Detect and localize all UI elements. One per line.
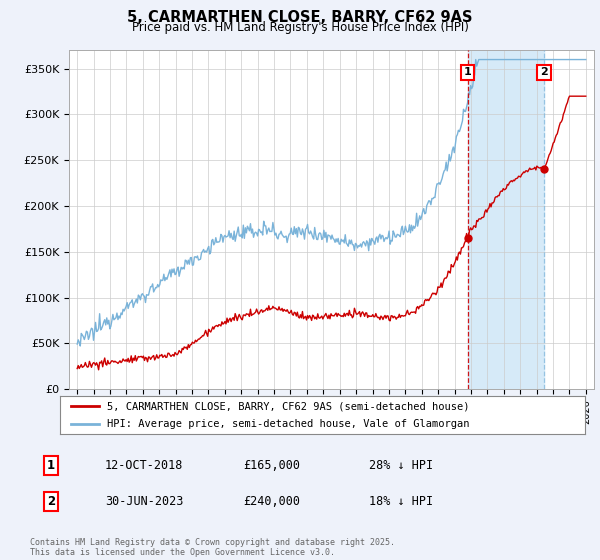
- Text: 30-JUN-2023: 30-JUN-2023: [105, 494, 184, 508]
- Text: 1: 1: [47, 459, 55, 473]
- Text: Contains HM Land Registry data © Crown copyright and database right 2025.
This d: Contains HM Land Registry data © Crown c…: [30, 538, 395, 557]
- Bar: [467, 50, 544, 389]
- Text: Price paid vs. HM Land Registry's House Price Index (HPI): Price paid vs. HM Land Registry's House …: [131, 21, 469, 34]
- Text: £165,000: £165,000: [243, 459, 300, 473]
- Text: £240,000: £240,000: [243, 494, 300, 508]
- Text: 2: 2: [540, 67, 548, 77]
- Text: HPI: Average price, semi-detached house, Vale of Glamorgan: HPI: Average price, semi-detached house,…: [107, 419, 470, 430]
- Text: 5, CARMARTHEN CLOSE, BARRY, CF62 9AS (semi-detached house): 5, CARMARTHEN CLOSE, BARRY, CF62 9AS (se…: [107, 401, 470, 411]
- Text: 18% ↓ HPI: 18% ↓ HPI: [369, 494, 433, 508]
- Text: 1: 1: [464, 67, 472, 77]
- Text: 5, CARMARTHEN CLOSE, BARRY, CF62 9AS: 5, CARMARTHEN CLOSE, BARRY, CF62 9AS: [127, 10, 473, 25]
- Text: 12-OCT-2018: 12-OCT-2018: [105, 459, 184, 473]
- Text: 28% ↓ HPI: 28% ↓ HPI: [369, 459, 433, 473]
- Text: 2: 2: [47, 494, 55, 508]
